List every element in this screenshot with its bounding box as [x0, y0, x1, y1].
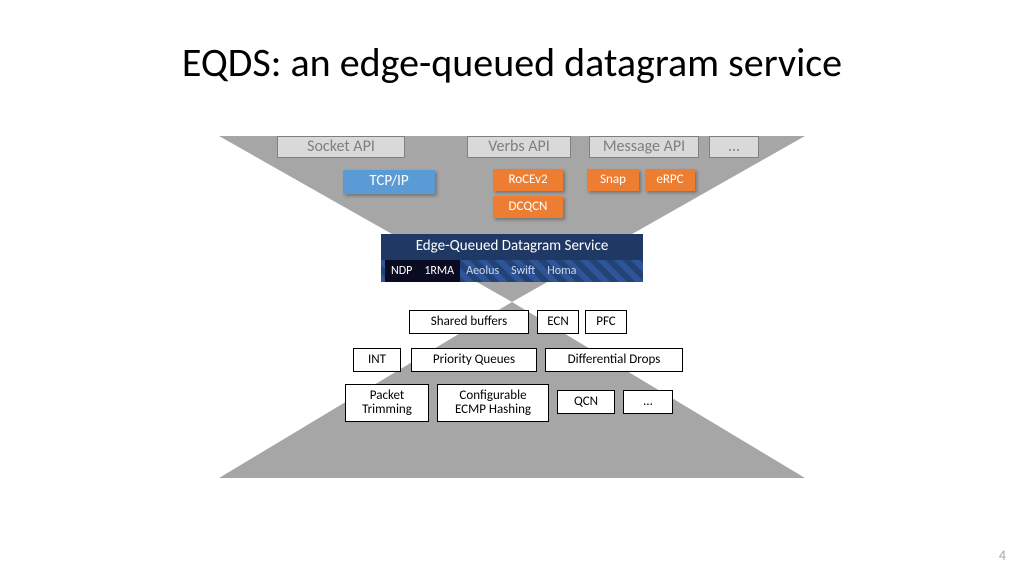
proto-ndp: NDP: [385, 260, 418, 282]
box-ecn: ECN: [537, 310, 579, 334]
box-packet-trim: Packet Trimming: [345, 384, 429, 422]
page-number: 4: [999, 547, 1006, 564]
box-shared-buffers: Shared buffers: [409, 310, 529, 334]
proto-swift: Swift: [505, 260, 541, 282]
box-pfc: PFC: [585, 310, 627, 334]
hourglass-diagram: Socket API Verbs API Message API … TCP/I…: [219, 136, 805, 478]
box-rocev2: RoCEv2: [493, 169, 563, 191]
proto-homa: Homa: [541, 260, 582, 282]
box-int: INT: [353, 348, 401, 372]
box-more: …: [623, 390, 673, 414]
api-socket: Socket API: [277, 136, 405, 158]
box-ecmp-hash: Configurable ECMP Hashing: [437, 384, 549, 422]
proto-1rma: 1RMA: [418, 260, 460, 282]
box-dcqcn: DCQCN: [493, 196, 563, 218]
api-message: Message API: [589, 136, 699, 158]
box-qcn: QCN: [557, 390, 615, 414]
box-snap: Snap: [587, 169, 639, 191]
box-priority-q: Priority Queues: [411, 348, 537, 372]
api-more: …: [709, 136, 759, 158]
box-diff-drops: Differential Drops: [545, 348, 683, 372]
box-erpc: eRPC: [645, 169, 695, 191]
slide-title: EQDS: an edge-queued datagram service: [0, 38, 1024, 87]
box-tcpip: TCP/IP: [343, 170, 435, 194]
api-verbs: Verbs API: [467, 136, 571, 158]
proto-aeolus: Aeolus: [460, 260, 505, 282]
eqds-title-band: Edge-Queued Datagram Service: [381, 234, 643, 260]
eqds-protocol-band: NDP 1RMA Aeolus Swift Homa: [381, 260, 643, 282]
